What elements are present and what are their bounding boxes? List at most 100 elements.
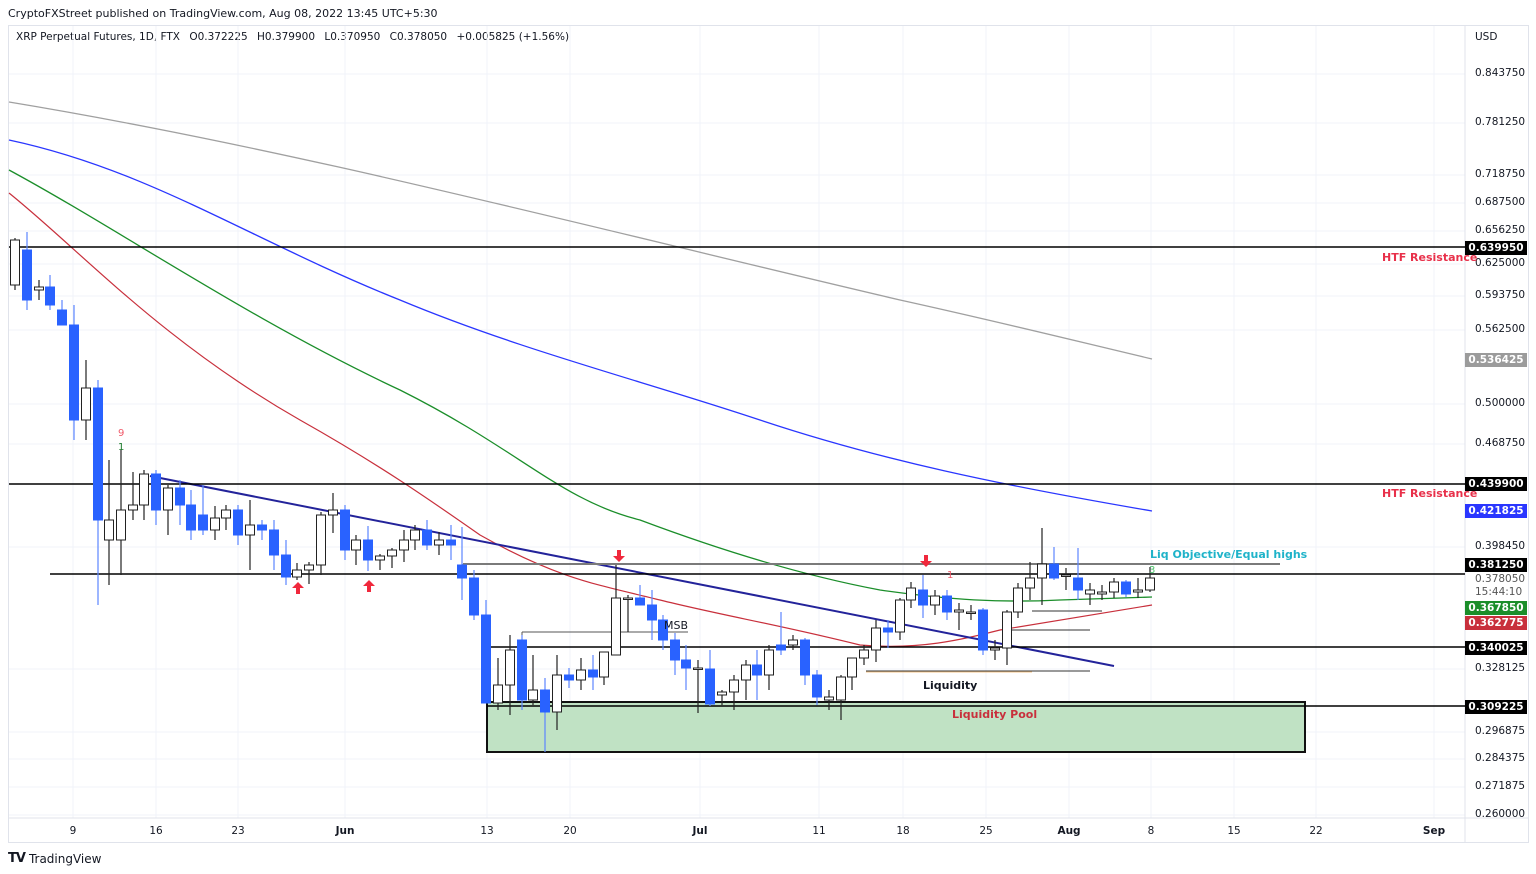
candle-bear xyxy=(670,639,680,661)
candle-bull xyxy=(116,509,126,541)
annotation-td-3: 3 xyxy=(1149,565,1156,576)
tradingview-logo[interactable]: TV TradingView xyxy=(8,851,101,866)
tradingview-logo-text: TradingView xyxy=(28,851,102,866)
candle-bull xyxy=(221,509,231,519)
price-badge: 0.639950 xyxy=(1465,241,1527,255)
price-tick: 0.562500 xyxy=(1475,323,1526,335)
candle-bull xyxy=(990,647,1000,651)
price-tick: 0.656250 xyxy=(1475,224,1526,236)
candle-bear xyxy=(57,309,67,326)
price-badge: 0.309225 xyxy=(1465,700,1527,714)
candle-bull xyxy=(528,689,538,701)
candle-bear xyxy=(978,609,988,651)
price-badge: 0.340025 xyxy=(1465,641,1527,655)
time-tick: 18 xyxy=(896,825,910,837)
candle-bull xyxy=(871,627,881,651)
candle-bull xyxy=(316,514,326,566)
candle-bull xyxy=(139,473,149,506)
candle-bull xyxy=(104,519,114,541)
tradingview-logo-icon: TV xyxy=(8,851,26,866)
candle-bear xyxy=(635,597,645,606)
candle-bear xyxy=(1049,563,1059,579)
candle-bear xyxy=(151,473,161,511)
candle-bear xyxy=(883,627,893,633)
candle-bull xyxy=(859,649,869,659)
candle-bear xyxy=(800,639,810,676)
time-tick: Aug xyxy=(1057,825,1081,837)
candle-bull xyxy=(328,509,338,516)
candle-bear xyxy=(540,689,550,713)
price-tick: 0.718750 xyxy=(1475,168,1526,180)
candle-bear xyxy=(1073,577,1083,591)
annotation-td-9: 9 xyxy=(118,428,125,439)
ma-gray-line xyxy=(8,101,1153,360)
candle-bull xyxy=(245,524,255,536)
arrow-down-icon xyxy=(613,550,625,562)
candle-bull xyxy=(304,564,314,571)
price-tick: 0.593750 xyxy=(1475,289,1526,301)
annotation-msb: MSB xyxy=(664,619,689,632)
candle-bear xyxy=(186,504,196,531)
high-value: H0.379900 xyxy=(257,31,316,43)
candle-bear xyxy=(588,669,598,678)
candle-bear xyxy=(812,674,822,698)
candle-bull xyxy=(505,649,515,686)
annotation-liquidity: Liquidity xyxy=(923,679,978,692)
candle-bull xyxy=(375,555,385,561)
candle-bull xyxy=(1037,563,1047,579)
candle-bull xyxy=(693,667,703,670)
candle-bear xyxy=(175,487,185,506)
time-tick: 23 xyxy=(231,825,245,837)
candle-bull xyxy=(729,679,739,693)
candle-bull xyxy=(434,539,444,546)
time-tick: 9 xyxy=(69,825,77,837)
time-tick: 16 xyxy=(149,825,163,837)
arrow-down-icon xyxy=(920,555,932,567)
annotation-htf-resistance-1: HTF Resistance xyxy=(1382,251,1478,264)
descending-trendline xyxy=(149,475,1115,667)
candle-bear xyxy=(69,324,79,421)
candle-bear xyxy=(363,539,373,561)
candle-bear xyxy=(705,668,715,705)
candle-bear xyxy=(942,595,952,613)
liquidity-pool-zone xyxy=(486,701,1306,753)
candle-bull xyxy=(717,691,727,696)
candle-bull xyxy=(847,657,857,678)
candle-bear xyxy=(45,286,55,306)
candle-bull xyxy=(552,674,562,713)
price-tick: 0.625000 xyxy=(1475,257,1526,269)
change-value: +0.005825 (+1.56%) xyxy=(456,31,570,43)
annotation-liquidity-pool: Liquidity Pool xyxy=(952,708,1038,721)
candle-bear xyxy=(469,577,479,616)
candle-bull xyxy=(836,676,846,701)
candle-bear xyxy=(269,529,279,556)
annotation-td-1-red: 1 xyxy=(947,570,954,581)
candle-bear xyxy=(918,589,928,606)
candle-bull xyxy=(966,611,976,614)
price-tick: 0.843750 xyxy=(1475,67,1526,79)
candle-bull xyxy=(1109,581,1119,593)
annotation-liq-objective: Liq Objective/Equal highs xyxy=(1150,548,1308,561)
candle-bull xyxy=(410,529,420,541)
candle-bull xyxy=(1013,587,1023,613)
candle-bear xyxy=(93,387,103,521)
ohlc-legend: XRP Perpetual Futures, 1D, FTX O0.372225… xyxy=(16,31,575,43)
price-tick: 0.398450 xyxy=(1475,540,1526,552)
price-tick: 0.468750 xyxy=(1475,437,1526,449)
candle-bear xyxy=(658,619,668,641)
symbol-label[interactable]: XRP Perpetual Futures, 1D, FTX xyxy=(16,31,180,43)
ma-green-line xyxy=(8,169,1153,602)
candle-bull xyxy=(399,539,409,551)
candle-bull xyxy=(351,539,361,551)
time-tick: Jun xyxy=(335,825,355,837)
price-badge: 0.421825 xyxy=(1465,504,1527,518)
publisher-caption: CryptoFXStreet published on TradingView.… xyxy=(8,7,438,20)
candle-bear xyxy=(257,524,267,531)
price-tick: 0.781250 xyxy=(1475,116,1526,128)
candle-bull xyxy=(387,549,397,557)
candle-bull xyxy=(764,649,774,676)
last-price-label: 0.378050 xyxy=(1475,573,1526,585)
candle-bear xyxy=(1121,581,1131,595)
candle-bull xyxy=(599,651,609,678)
